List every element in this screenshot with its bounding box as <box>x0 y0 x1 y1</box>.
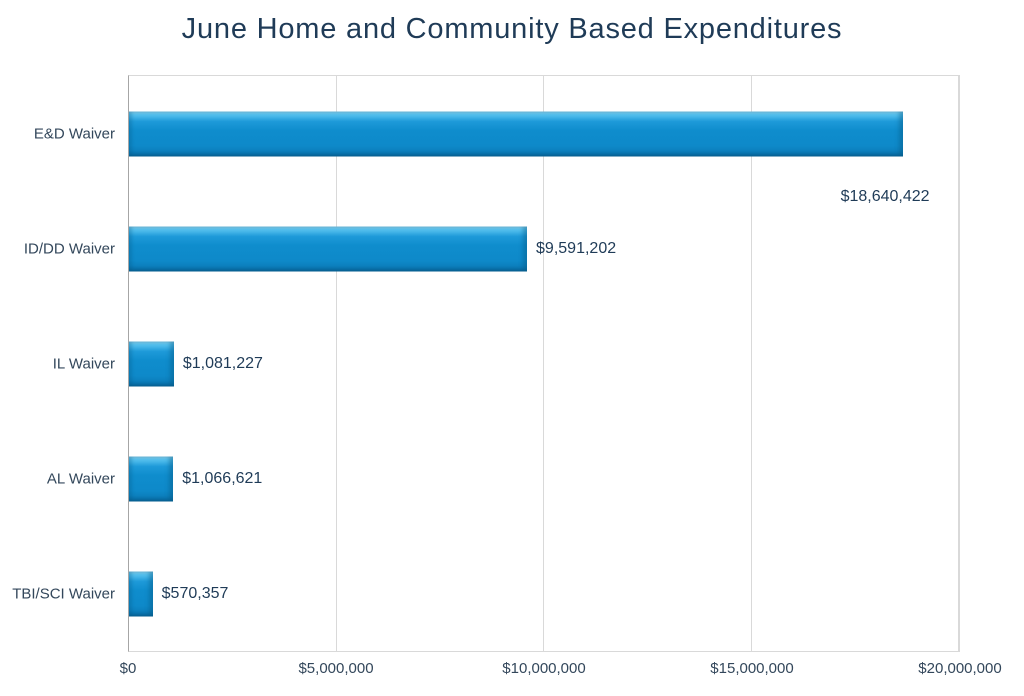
data-label: $18,640,422 <box>840 187 930 205</box>
category-label: E&D Waiver <box>33 125 115 142</box>
gridline <box>335 76 337 651</box>
x-tick-label: $10,000,000 <box>502 660 586 677</box>
data-label: $1,081,227 <box>182 354 263 372</box>
bar <box>129 571 153 616</box>
bar-row: ID/DD Waiver $9,591,202 <box>24 191 959 306</box>
data-label: $9,591,202 <box>536 239 617 257</box>
bar-row: AL Waiver $1,066,621 <box>47 421 959 536</box>
category-label: ID/DD Waiver <box>23 240 115 257</box>
bar <box>129 341 174 386</box>
data-label: $1,066,621 <box>182 469 263 487</box>
category-label: IL Waiver <box>52 355 115 372</box>
bar-row: E&D Waiver $18,640,422 <box>34 76 959 205</box>
chart-title: June Home and Community Based Expenditur… <box>181 13 843 45</box>
bar-row: TBI/SCI Waiver $570,357 <box>12 536 959 651</box>
category-label: TBI/SCI Waiver <box>12 585 115 602</box>
bar <box>129 456 174 501</box>
x-tick-label: $5,000,000 <box>298 660 374 677</box>
x-axis: $0 $5,000,000 $10,000,000 $15,000,000 $20,00… <box>120 660 1002 684</box>
gridline <box>958 76 959 651</box>
x-tick-label: $0 <box>119 660 137 677</box>
x-tick-label: $15,000,000 <box>710 660 794 677</box>
category-label: AL Waiver <box>46 470 115 487</box>
bar <box>129 111 903 156</box>
data-label: $570,357 <box>161 584 229 602</box>
x-tick-label: $20,000,000 <box>918 660 1002 677</box>
bar-row: IL Waiver $1,081,227 <box>53 306 959 421</box>
plot-area: E&D Waiver $18,640,422 ID/DD Waiver $9,591,… <box>12 75 960 652</box>
bar <box>129 226 528 271</box>
gridline <box>750 76 752 651</box>
gridline <box>543 76 544 651</box>
